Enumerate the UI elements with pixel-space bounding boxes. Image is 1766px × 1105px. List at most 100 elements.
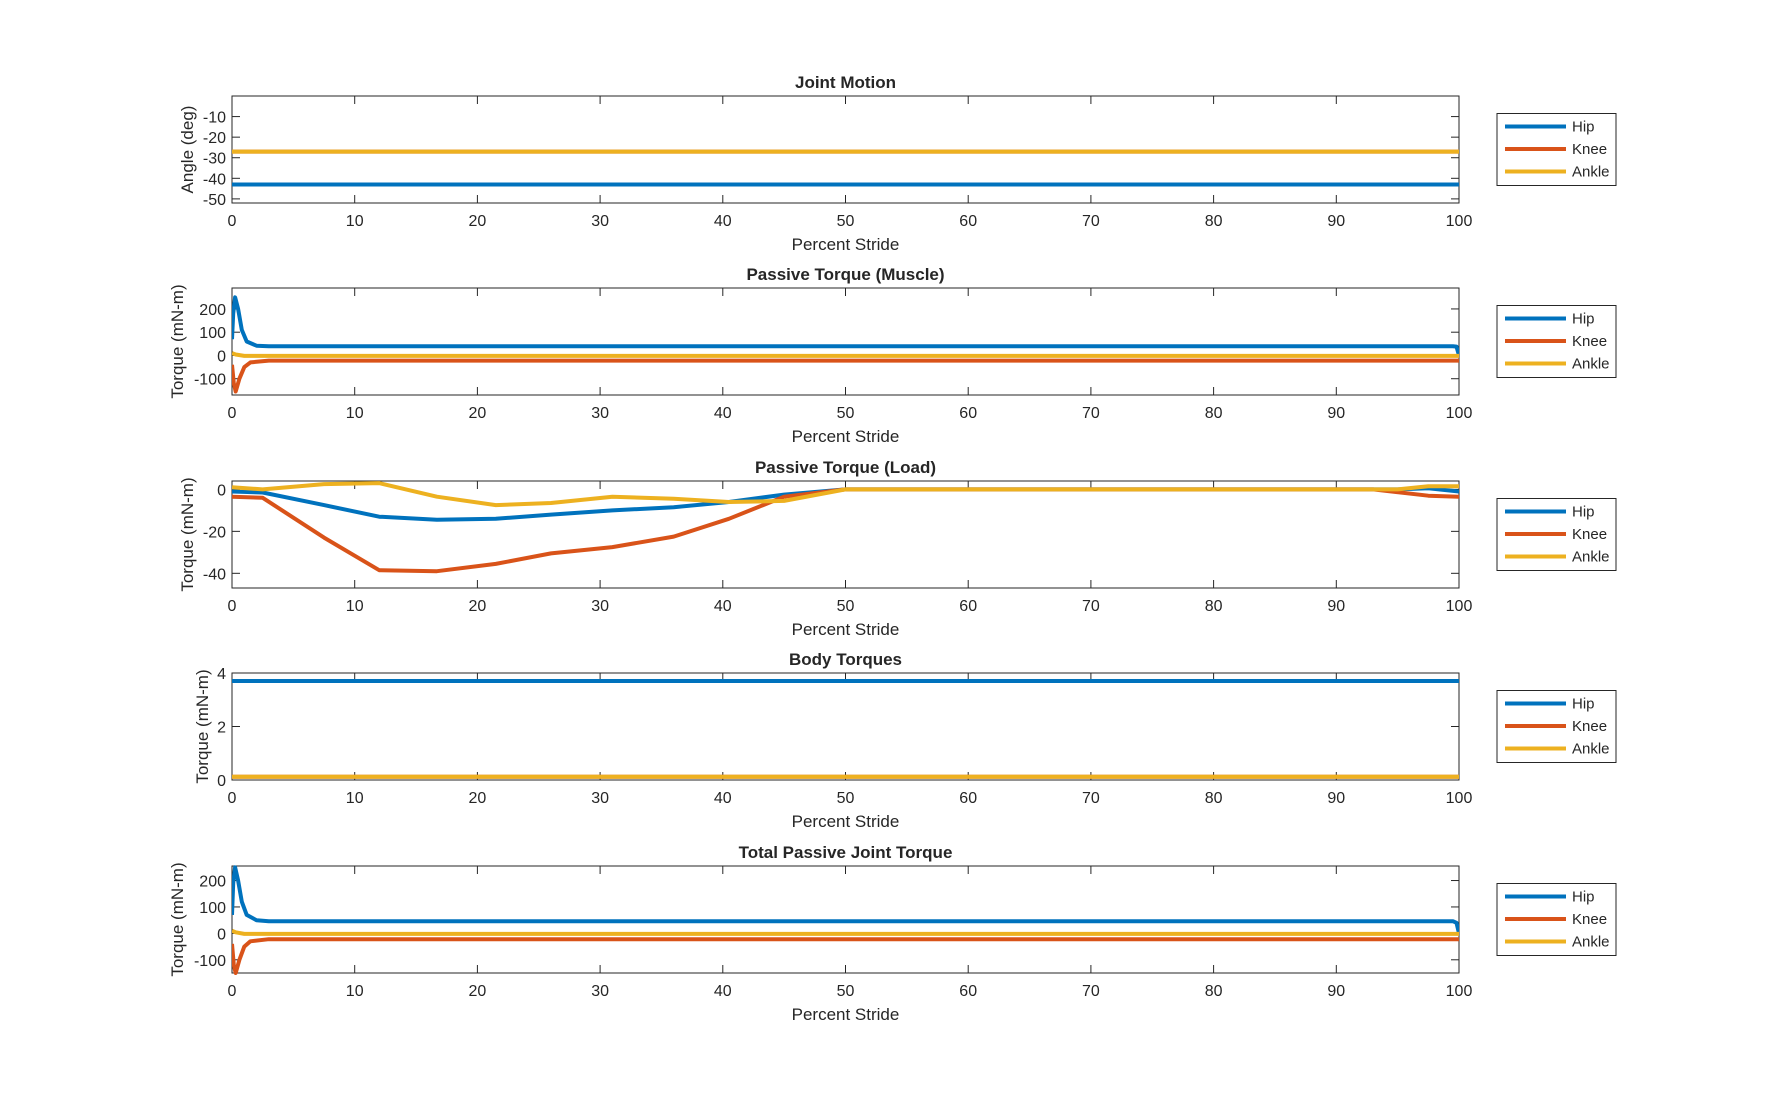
x-tick-label: 0 (228, 598, 237, 615)
x-tick-label: 40 (714, 213, 732, 230)
x-tick-label: 80 (1205, 405, 1223, 422)
x-tick-label: 70 (1082, 598, 1100, 615)
y-tick-label: -100 (194, 372, 226, 389)
x-tick-label: 60 (959, 405, 977, 422)
legend-label: Ankle (1572, 164, 1610, 181)
series-line-knee (232, 358, 1459, 394)
x-tick-label: 70 (1082, 213, 1100, 230)
x-tick-label: 30 (591, 598, 609, 615)
legend-label: Knee (1572, 526, 1607, 543)
y-tick-label: -20 (203, 130, 226, 147)
legend-label: Hip (1572, 889, 1595, 906)
x-axis-label: Percent Stride (792, 620, 900, 639)
legend-label: Knee (1572, 911, 1607, 928)
y-tick-label: -100 (194, 953, 226, 970)
y-tick-label: 0 (217, 926, 226, 943)
x-tick-label: 20 (469, 983, 487, 1000)
x-axis-label: Percent Stride (792, 812, 900, 831)
y-tick-label: -50 (203, 192, 226, 209)
subplots: 0 10 20 30 40 50 60 70 80 90 100-50-40-30-20-10Joi… (168, 73, 1617, 1024)
plot-area (232, 149, 1459, 187)
y-axis-label: Torque (mN-m) (168, 862, 187, 976)
x-tick-label: 60 (959, 790, 977, 807)
x-tick-label: 40 (714, 790, 732, 807)
x-tick-label: 10 (346, 213, 364, 230)
x-axis-label: Percent Stride (792, 427, 900, 446)
legend-label: Knee (1572, 718, 1607, 735)
x-tick-label: 40 (714, 983, 732, 1000)
legend: Hip Knee Ankle (1496, 498, 1617, 571)
x-tick-label: 0 (228, 213, 237, 230)
plot-area (232, 295, 1459, 394)
chart-title: Passive Torque (Muscle) (746, 265, 944, 284)
x-tick-label: 50 (837, 405, 855, 422)
subplot-1: 0 10 20 30 40 50 60 70 80 90 100 -50 -40 -30 -20 -10 Joi… (178, 73, 1617, 254)
chart-title: Total Passive Joint Torque (739, 843, 953, 862)
y-tick-label: 200 (199, 302, 226, 319)
series-line-ankle (232, 481, 1459, 508)
x-tick-label: 0 (228, 983, 237, 1000)
y-tick-label: -30 (203, 151, 226, 168)
y-tick-label: 2 (217, 720, 226, 737)
x-tick-label: 0 (228, 790, 237, 807)
x-tick-label: 80 (1205, 598, 1223, 615)
y-tick-label: -10 (203, 110, 226, 127)
x-tick-label: 20 (469, 405, 487, 422)
x-tick-label: 50 (837, 790, 855, 807)
x-tick-label: 40 (714, 598, 732, 615)
x-tick-label: 0 (228, 405, 237, 422)
legend-label: Ankle (1572, 549, 1610, 566)
x-tick-label: 80 (1205, 790, 1223, 807)
legend: Hip Knee Ankle (1496, 113, 1617, 186)
y-tick-label: -40 (203, 171, 226, 188)
series-line-hip (232, 295, 1459, 357)
axes-box (231, 95, 1460, 204)
y-tick-label: 100 (199, 325, 226, 342)
x-tick-label: 90 (1327, 213, 1345, 230)
legend-label: Hip (1572, 119, 1595, 136)
x-tick-label: 80 (1205, 983, 1223, 1000)
x-tick-label: 50 (837, 983, 855, 1000)
legend-label: Hip (1572, 504, 1595, 521)
y-axis-label: Torque (mN-m) (193, 669, 212, 783)
x-tick-label: 20 (469, 790, 487, 807)
y-tick-label: -20 (203, 524, 226, 541)
axes-box (231, 287, 1460, 396)
y-axis-label: Angle (deg) (178, 106, 197, 194)
x-tick-label: 50 (837, 598, 855, 615)
x-tick-label: 90 (1327, 598, 1345, 615)
x-tick-label: 20 (469, 598, 487, 615)
x-tick-label: 100 (1446, 790, 1473, 807)
x-tick-label: 100 (1446, 405, 1473, 422)
series-line-hip (232, 865, 1459, 934)
subplot-2: 0 10 20 30 40 50 60 70 80 90 100-1000100200Passive… (168, 265, 1617, 446)
x-tick-label: 80 (1205, 213, 1223, 230)
legend-label: Hip (1572, 696, 1595, 713)
x-tick-label: 90 (1327, 983, 1345, 1000)
y-tick-label: 4 (217, 666, 226, 683)
subplot-3: 0 10 20 30 40 50 60 70 80 90 100 -40 -20 0 Passive Tor… (178, 458, 1617, 639)
x-tick-label: 70 (1082, 790, 1100, 807)
legend: Hip Knee Ankle (1496, 883, 1617, 956)
plot-area (232, 481, 1459, 574)
x-tick-label: 10 (346, 405, 364, 422)
plot-area (232, 679, 1459, 779)
y-tick-label: 200 (199, 874, 226, 891)
legend-label: Knee (1572, 141, 1607, 158)
chart-title: Passive Torque (Load) (755, 458, 936, 477)
x-tick-label: 30 (591, 790, 609, 807)
plot-area (232, 865, 1459, 975)
y-tick-label: 0 (217, 773, 226, 790)
x-axis-label: Percent Stride (792, 235, 900, 254)
subplot-4: 0 10 20 30 40 50 60 70 80 90 100 0 2 4 Body Torques Per… (193, 650, 1617, 831)
legend-label: Ankle (1572, 741, 1610, 758)
x-axis-label: Percent Stride (792, 1005, 900, 1024)
axes-box (231, 672, 1460, 781)
legend-label: Ankle (1572, 356, 1610, 373)
x-tick-label: 100 (1446, 598, 1473, 615)
x-tick-label: 20 (469, 213, 487, 230)
x-tick-label: 70 (1082, 405, 1100, 422)
y-tick-label: 100 (199, 900, 226, 917)
